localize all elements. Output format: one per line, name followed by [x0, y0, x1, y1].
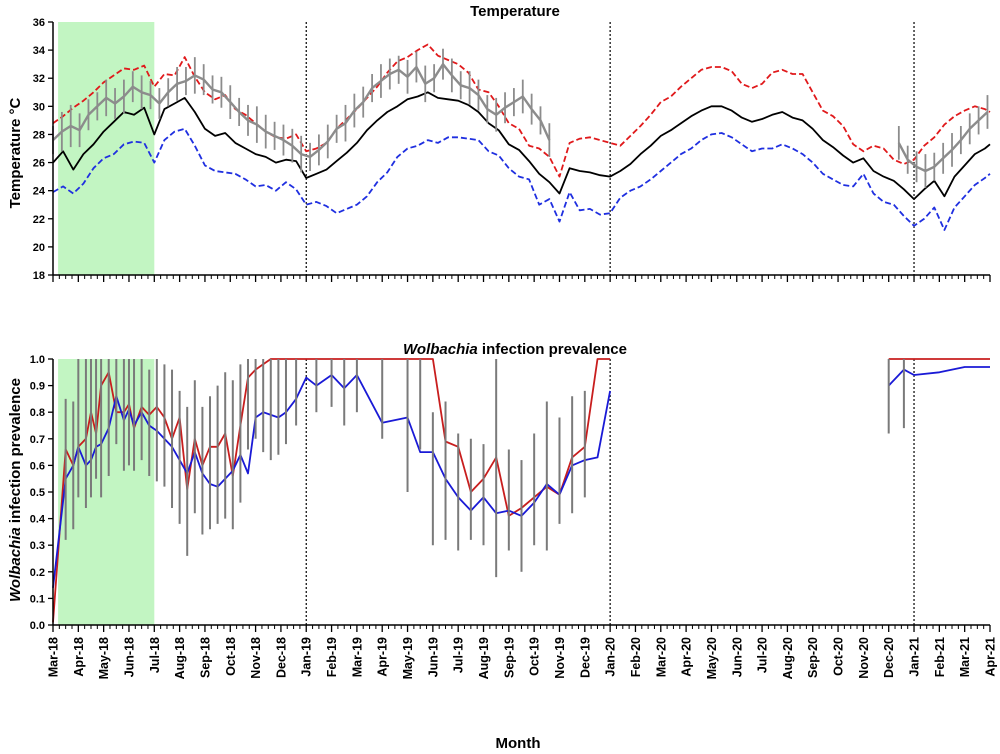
series-line-min	[52, 127, 991, 231]
series-line-field	[897, 111, 989, 173]
x-tick-label: May-19	[401, 637, 415, 679]
prevalence-title-rest: infection prevalence	[478, 341, 627, 358]
y-tick-label: 22	[33, 214, 45, 226]
x-tick-label: Jan-19	[300, 637, 314, 677]
series-max	[52, 43, 991, 178]
y-tick-label: 0.7	[30, 434, 45, 446]
x-tick-label: Jun-18	[123, 637, 137, 677]
x-axis-label: Month	[496, 735, 541, 752]
x-tick-label: Mar-21	[958, 637, 972, 677]
x-tick-label: Aug-18	[173, 637, 187, 679]
x-tick-label: Oct-20	[832, 637, 846, 676]
prevalence-ylabel-italic: Wolbachia	[7, 527, 24, 602]
temperature-panel: Temperature Temperature °C 18 20 22 24 26 28 3…	[7, 3, 991, 282]
x-tick-label: Jul-20	[756, 637, 770, 673]
bottom-divider-lines	[305, 359, 915, 625]
shaded-period	[58, 22, 155, 275]
series-line-mean	[52, 91, 991, 200]
series-ci	[64, 359, 905, 578]
x-tick-label: May-20	[705, 637, 719, 679]
x-tick-label: Sep-19	[502, 637, 516, 678]
y-tick-label: 0.3	[30, 540, 45, 552]
y-tick-label: 0.0	[30, 620, 45, 632]
y-tick-label: 0.6	[30, 460, 45, 472]
y-tick-label: 0.2	[30, 567, 45, 579]
top-divider-lines	[305, 22, 915, 275]
x-tick-label: Sep-20	[806, 637, 820, 678]
x-tick-label: Apr-18	[72, 637, 86, 677]
y-tick-label: 34	[33, 45, 46, 57]
x-tick-label: Apr-20	[680, 637, 694, 677]
x-tick-label: Apr-21	[984, 637, 998, 677]
x-tick-label: Jun-19	[426, 637, 440, 677]
x-tick-label: Dec-18	[274, 637, 288, 678]
x-tick-label: Sep-18	[198, 637, 212, 678]
temperature-y-axis-label: Temperature °C	[7, 97, 24, 208]
x-tick-label: Dec-19	[578, 637, 592, 678]
x-tick-label: Aug-20	[781, 637, 795, 679]
y-tick-label: 18	[33, 270, 45, 282]
series-mean	[52, 91, 991, 200]
x-tick-label: Feb-20	[629, 637, 643, 677]
x-tick-label: Nov-20	[857, 637, 871, 679]
y-tick-label: 0.9	[30, 381, 45, 393]
y-tick-label: 24	[33, 186, 46, 198]
x-tick-label: Jan-20	[604, 637, 618, 677]
y-tick-label: 0.8	[30, 407, 45, 419]
series-line-blue	[888, 366, 990, 387]
top-shaded-region	[58, 22, 155, 275]
series-min	[52, 127, 991, 231]
y-tick-label: 0.1	[30, 593, 45, 605]
x-tick-label: Feb-19	[325, 637, 339, 677]
x-tick-label: Mar-19	[350, 637, 364, 677]
y-tick-label: 0.5	[30, 487, 45, 499]
x-tick-label: Mar-18	[47, 637, 61, 677]
series-field	[52, 48, 989, 188]
prevalence-title: Wolbachia infection prevalence	[403, 341, 627, 358]
temperature-axes: 18 20 22 24 26 28 30 32 34 36	[33, 17, 991, 282]
prevalence-title-italic: Wolbachia	[403, 341, 478, 358]
x-tick-label: Apr-19	[376, 637, 390, 677]
prevalence-y-axis-label: Wolbachia infection prevalence	[7, 378, 24, 602]
prevalence-panel: Wolbachia infection prevalence Wolbachia…	[7, 341, 998, 752]
series-line-field	[52, 63, 551, 159]
y-tick-label: 32	[33, 73, 45, 85]
prevalence-series	[52, 358, 990, 623]
x-tick-label: Oct-19	[528, 637, 542, 676]
x-tick-label: Feb-21	[933, 637, 947, 677]
y-tick-label: 1.0	[30, 354, 45, 366]
x-tick-label: Jul-19	[452, 637, 466, 673]
x-tick-label: May-18	[97, 637, 111, 679]
temperature-series	[52, 43, 991, 231]
x-tick-label: Oct-18	[224, 637, 238, 676]
y-tick-label: 36	[33, 17, 45, 29]
x-tick-label: Dec-20	[882, 637, 896, 678]
prevalence-ylabel-rest: infection prevalence	[7, 378, 24, 527]
y-tick-label: 28	[33, 129, 45, 141]
x-tick-label: Aug-19	[477, 637, 491, 679]
series-line-max	[52, 43, 991, 178]
x-tick-label: Jun-20	[730, 637, 744, 677]
x-tick-label: Jul-18	[148, 637, 162, 673]
x-tick-label: Nov-18	[249, 637, 263, 679]
x-tick-label: Jan-21	[908, 637, 922, 677]
x-tick-label: Mar-20	[654, 637, 668, 677]
y-tick-label: 30	[33, 101, 45, 113]
y-tick-label: 0.4	[30, 514, 46, 526]
prevalence-axes: 0.0 0.1 0.2 0.3 0.4 0.5 0.6 0.7 0.8 0.9 1.0 Mar-18 A…	[30, 354, 998, 679]
x-tick-label: Nov-19	[553, 637, 567, 679]
y-tick-label: 20	[33, 242, 45, 254]
temperature-title: Temperature	[470, 3, 560, 20]
y-tick-label: 26	[33, 158, 45, 170]
